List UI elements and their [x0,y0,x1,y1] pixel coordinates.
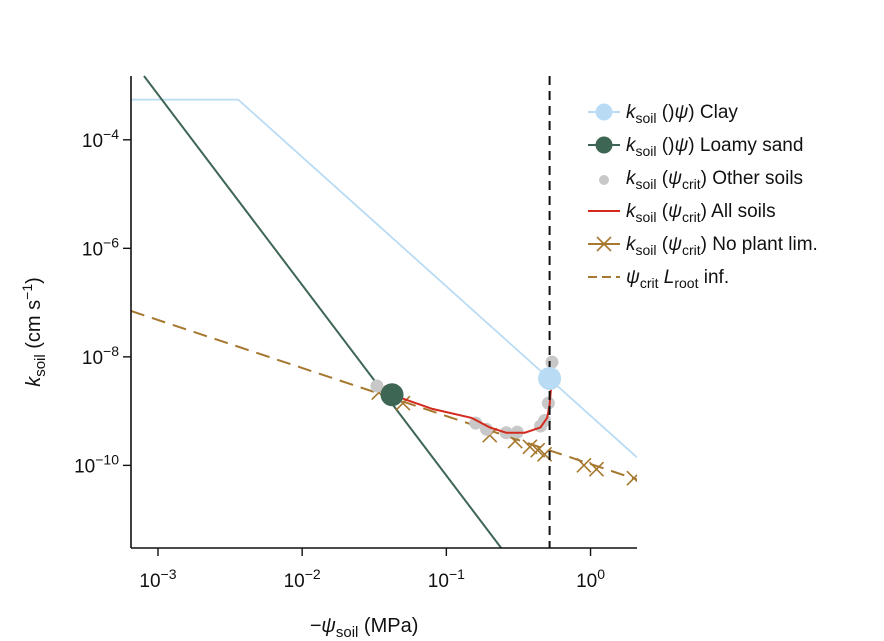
legend-label: ksoil (ψcrit) Other soils [626,168,803,192]
big-marker-0 [538,366,562,390]
y-tick-label: 10−6 [82,234,119,260]
legend-item-0: ksoil ()ψ) Clay [588,102,738,126]
legend-marker [595,103,613,121]
legend: ksoil ()ψ) Clay ksoil ()ψ) Loamy sand ksoi… [588,102,818,291]
legend-item-2: ksoil (ψcrit) Other soils [599,168,803,192]
x-axis-label: −ψsoil (MPa) [310,615,419,641]
legend-label: ksoil ()ψ) Loamy sand [626,135,803,159]
cross-marker [522,439,538,455]
series-layer [131,75,637,548]
x-tick-label: 100 [576,566,605,592]
y-tick-label: 10−10 [74,451,119,477]
scatter-point [469,416,483,430]
y-tick-label: 10−4 [82,126,119,152]
scatter-point [370,379,384,393]
legend-label: ksoil (ψcrit) All soils [626,201,776,225]
cross-marker [576,457,592,473]
big-marker-1 [380,383,404,407]
legend-item-1: ksoil ()ψ) Loamy sand [588,135,803,159]
legend-cross [596,236,612,252]
legend-item-3: ksoil (ψcrit) All soils [588,201,776,225]
cross-marker [626,470,637,486]
scatter-point [480,422,494,436]
labels-layer: 10−3 10−2 10−1 100 10−4 10−6 10−8 10−10 −ψsoil (… [19,126,605,641]
x-tick-label: 10−1 [428,566,465,592]
legend-label: ψcrit Lroot inf. [626,267,729,291]
legend-label: ksoil ()ψ) Clay [626,102,738,126]
legend-item-4: ksoil (ψcrit) No plant lim. [588,234,818,258]
red-curve [391,383,553,434]
x-tick-label: 10−3 [139,566,176,592]
axes-layer [123,76,637,556]
y-axis-label: ksoil (cm s−1) [19,277,49,387]
series-line-1 [143,75,502,548]
legend-label: ksoil (ψcrit) No plant lim. [626,234,818,258]
cross-marker [530,442,546,458]
scatter-point [545,355,559,369]
cross-marker [588,461,605,477]
x-tick-label: 10−2 [284,566,321,592]
legend-item-5: ψcrit Lroot inf. [588,267,729,291]
legend-marker [595,136,613,154]
series-line-0 [131,98,637,459]
scatter-point [541,396,555,410]
y-tick-label: 10−8 [82,343,119,369]
legend-marker [599,175,609,185]
